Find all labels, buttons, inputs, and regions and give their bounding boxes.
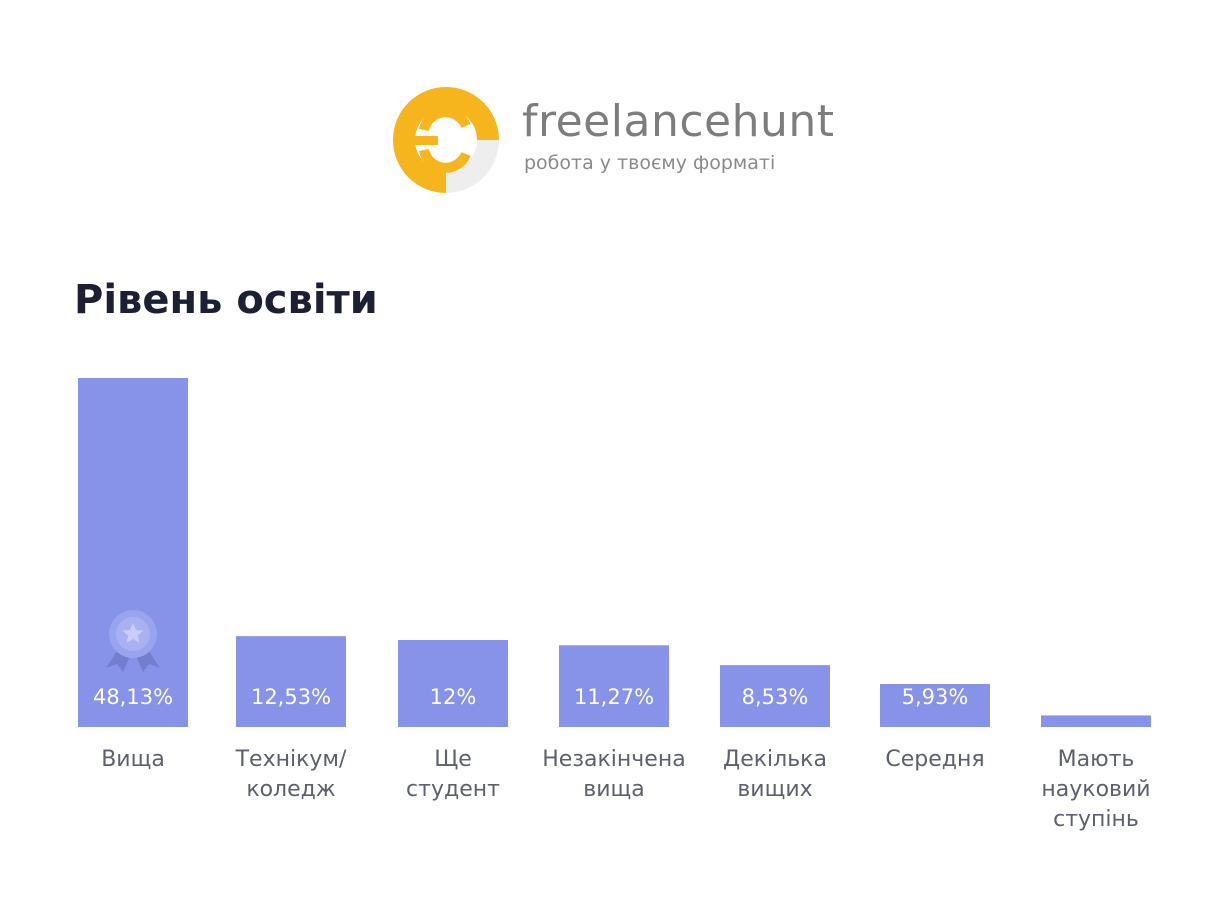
category-label-5-line-0: Середня [885,747,984,772]
bar-value-label-5: 5,93% [902,685,969,709]
value-labels-group: 48,13% 12,53% 12% 11,27% 8,53% 5,93% 1,6% [93,685,1123,709]
bar-3 [559,645,669,727]
category-label-1-line-0: Технікум/ [235,747,347,772]
category-label-2-line-1: студент [406,777,500,802]
category-label-0-line-0: Вища [101,747,165,772]
bar-value-label-3: 11,27% [574,685,654,709]
bars-group [78,378,1151,727]
brand-tagline: робота у твоєму форматі [524,152,776,174]
category-labels-group: Вища Технікум/коледж Ще студент Незакінчена в… [101,747,1150,832]
bar-1 [236,636,346,727]
award-badge-icon [106,610,160,672]
category-label-6-line-1: науковий [1041,777,1150,802]
brand-logo: freelancehunt робота у твоєму форматі [390,84,850,199]
category-label-6-line-0: Мають [1058,747,1135,772]
category-label-3-line-0: Незакінчена [542,747,685,772]
bar-2 [398,639,508,727]
page-title: Рівень освіти [74,277,378,323]
bar-value-label-1: 12,53% [251,685,331,709]
bar-4 [720,665,830,727]
category-label-6-line-2: ступінь [1053,807,1139,832]
bar-5 [880,684,990,727]
bar-value-label-0: 48,13% [93,685,173,709]
bar-value-label-2: 12% [430,685,477,709]
category-label-3-line-1: вища [583,777,644,802]
bar-value-label-4: 8,53% [742,685,809,709]
category-label-4-line-0: Декілька [723,747,827,772]
bar-0 [78,378,188,727]
category-label-4-line-1: вищих [737,777,812,802]
category-label-2-line-0: Ще [434,747,472,772]
category-label-1-line-1: коледж [246,777,336,802]
freelancehunt-logo-icon [393,87,499,193]
bar-value-label-6: 1,6% [1069,685,1122,709]
brand-name: freelancehunt [522,96,835,147]
bar-6 [1041,715,1151,727]
